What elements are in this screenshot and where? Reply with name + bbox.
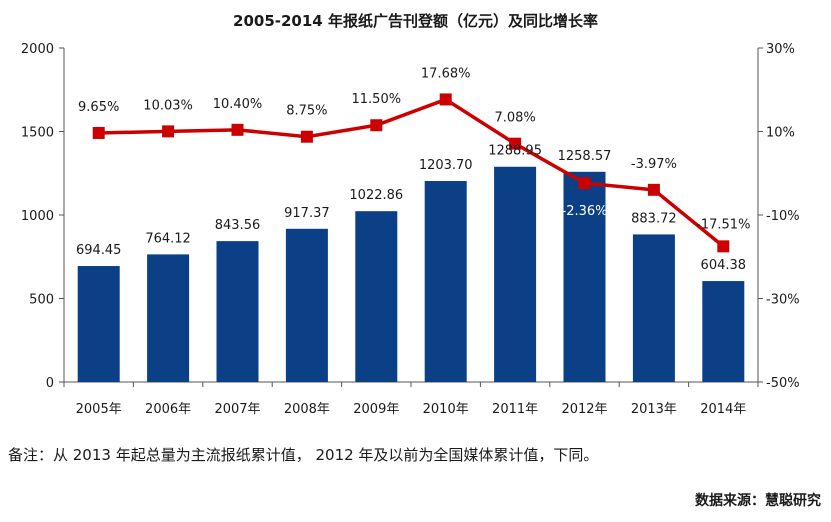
bar-data-label: 1022.86 <box>349 188 403 203</box>
growth-point <box>509 137 522 150</box>
growth-point <box>439 93 452 106</box>
right-tick-label: -30% <box>766 293 800 308</box>
bar-data-label: 917.37 <box>284 206 330 221</box>
line-data-label: 10.03% <box>143 98 193 113</box>
line-data-label: 10.40% <box>213 97 263 112</box>
growth-point <box>231 123 244 136</box>
bar <box>355 211 398 382</box>
line-data-label: -2.36% <box>562 204 608 219</box>
bar <box>632 234 675 382</box>
bar-data-label: 1258.57 <box>558 149 612 164</box>
bar <box>147 254 190 382</box>
x-tick-label: 2005年 <box>76 402 122 417</box>
line-data-label: 9.65% <box>78 100 119 115</box>
growth-point <box>717 240 730 253</box>
growth-point <box>370 119 383 132</box>
bar-data-label: 843.56 <box>215 218 261 233</box>
line-data-label: 7.08% <box>494 111 535 126</box>
x-tick-label: 2014年 <box>700 402 746 417</box>
x-tick-label: 2012年 <box>561 402 607 417</box>
growth-point <box>578 177 591 190</box>
bar-data-label: 764.12 <box>145 231 191 246</box>
bar <box>77 266 120 382</box>
line-data-label: -17.51% <box>696 217 750 232</box>
growth-point <box>92 126 105 139</box>
left-tick-label: 1500 <box>21 126 54 141</box>
bar <box>285 228 328 382</box>
line-data-label: 17.68% <box>421 66 471 81</box>
x-tick-label: 2010年 <box>423 402 469 417</box>
line-data-label: 11.50% <box>352 92 402 107</box>
x-tick-label: 2008年 <box>284 402 330 417</box>
x-tick-label: 2009年 <box>353 402 399 417</box>
growth-point <box>647 183 660 196</box>
right-tick-label: 30% <box>766 42 795 57</box>
left-tick-label: 1000 <box>21 209 54 224</box>
left-tick-label: 0 <box>46 376 54 391</box>
right-tick-label: 10% <box>766 126 795 141</box>
footnote: 备注：从 2013 年起总量为主流报纸累计值， 2012 年及以前为全国媒体累计… <box>8 446 599 464</box>
growth-point <box>162 125 175 138</box>
bar <box>563 171 606 382</box>
line-data-label: 8.75% <box>286 104 327 119</box>
bar-data-label: 883.72 <box>631 211 677 226</box>
growth-line <box>98 97 725 248</box>
bar <box>494 166 537 382</box>
source-credit: 数据来源：慧聪研究 <box>695 493 821 509</box>
left-tick-label: 500 <box>29 293 54 308</box>
bar-data-label: 1288.95 <box>488 144 542 159</box>
bar <box>424 180 467 382</box>
combo-chart: 0 500 1000 1500 2000 -50% -30% -10% 10% 30% 2005年 2… <box>21 42 800 417</box>
x-tick-label: 2006年 <box>145 402 191 417</box>
bar <box>216 241 259 382</box>
x-tick-label: 2011年 <box>492 402 538 417</box>
growth-point <box>300 130 313 143</box>
right-tick-label: -50% <box>766 376 800 391</box>
x-tick-label: 2013年 <box>631 402 677 417</box>
chart-title: 2005-2014 年报纸广告刊登额（亿元）及同比增长率 <box>233 12 598 30</box>
bar-data-label: 604.38 <box>701 258 747 273</box>
bar-data-label: 1203.70 <box>419 158 473 173</box>
right-tick-label: -10% <box>766 209 800 224</box>
bar <box>702 281 745 382</box>
left-tick-label: 2000 <box>21 42 54 57</box>
bar-data-label: 694.45 <box>76 243 122 258</box>
x-tick-label: 2007年 <box>214 402 260 417</box>
line-data-label: -3.97% <box>631 157 677 172</box>
